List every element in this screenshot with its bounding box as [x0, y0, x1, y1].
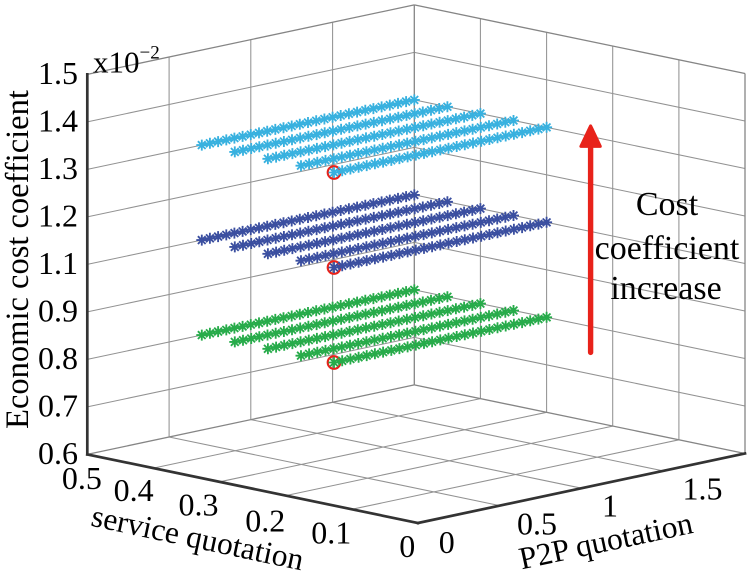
svg-text:Economic cost coefficient: Economic cost coefficient — [0, 90, 36, 429]
svg-text:1.5: 1.5 — [683, 471, 723, 507]
svg-text:0.5: 0.5 — [517, 506, 557, 542]
svg-text:1.1: 1.1 — [38, 245, 78, 281]
svg-text:0.8: 0.8 — [38, 340, 78, 376]
svg-text:Cost: Cost — [636, 186, 699, 223]
svg-text:0: 0 — [439, 524, 455, 560]
svg-text:0: 0 — [399, 528, 415, 564]
svg-text:0.5: 0.5 — [62, 460, 102, 496]
svg-text:0.9: 0.9 — [38, 293, 78, 329]
svg-text:0.6: 0.6 — [38, 435, 78, 471]
svg-text:1.2: 1.2 — [38, 198, 78, 234]
svg-text:1.4: 1.4 — [38, 103, 78, 139]
svg-text:0.7: 0.7 — [38, 388, 78, 424]
svg-text:1.5: 1.5 — [38, 55, 78, 91]
svg-text:coefficient: coefficient — [595, 230, 740, 267]
svg-text:0.3: 0.3 — [179, 486, 219, 522]
svg-text:1.3: 1.3 — [38, 150, 78, 186]
svg-text:1: 1 — [602, 487, 618, 523]
svg-text:increase: increase — [610, 270, 721, 307]
svg-text:0.1: 0.1 — [311, 515, 351, 551]
svg-text:0.4: 0.4 — [114, 472, 154, 508]
svg-text:0.2: 0.2 — [245, 502, 285, 538]
